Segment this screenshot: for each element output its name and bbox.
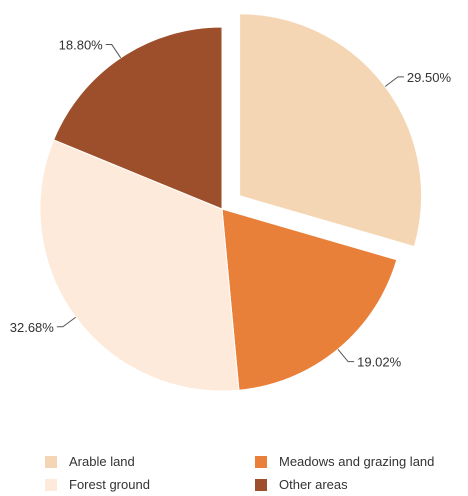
leader-line-2 [56,316,77,328]
pie-slice-meadows-and-grazing-land[interactable] [221,208,398,391]
slice-value-label-2: 32.68% [10,320,55,335]
leader-line-3 [105,44,122,59]
leader-line-0 [384,76,404,87]
slice-value-label-0: 29.50% [407,70,452,85]
pie-slice-arable-land[interactable] [239,13,423,248]
slice-value-label-1: 19.02% [357,355,402,370]
leader-line-1 [337,348,355,363]
slice-value-label-3: 18.80% [59,38,104,53]
